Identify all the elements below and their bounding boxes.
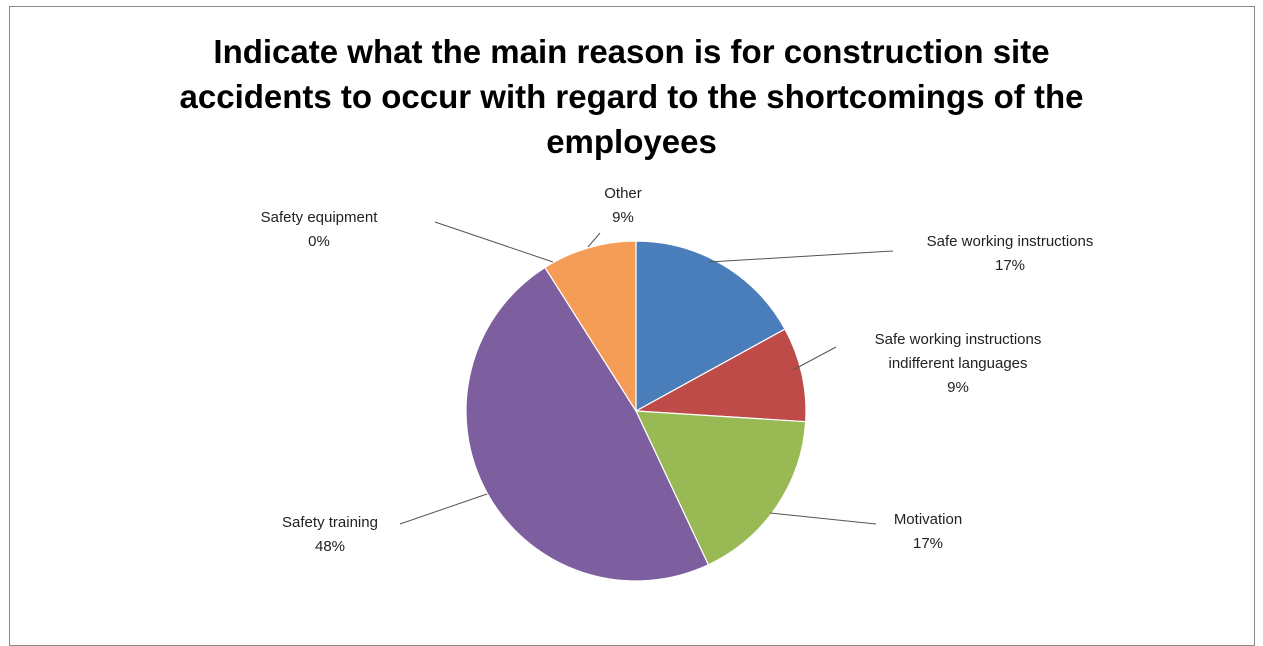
leader-line	[792, 346, 837, 371]
slice-label: Other 9%	[604, 185, 642, 226]
pie-slice-motivation	[635, 410, 807, 566]
slice-label: Safe working instructions indifferent lan…	[875, 331, 1042, 396]
leader-line	[708, 250, 894, 263]
pie-slices	[465, 240, 807, 582]
slice-percent-label: 17%	[995, 257, 1025, 274]
slice-name-label: Safe working instructions	[927, 233, 1094, 250]
leader-line	[769, 512, 877, 525]
slice-labels: Safe working instructions 17%Safe working…	[261, 185, 1094, 555]
pie-slice-other	[544, 240, 637, 414]
slice-name-label: Safe working instructions	[875, 331, 1042, 348]
slice-percent-label: 48%	[315, 538, 345, 555]
leader-line	[399, 493, 488, 525]
pie-slice-safe-working-instructions	[635, 240, 786, 413]
chart-title-line-1: Indicate what the main reason is for con…	[213, 33, 1050, 70]
slice-name-label: Safety training	[282, 514, 378, 531]
pie-slice-safe-working-instructions-indifferent-languages	[633, 328, 807, 423]
pie-slice-safety-training	[465, 266, 710, 582]
slice-name-label: Safety equipment	[261, 209, 379, 226]
chart-title: Indicate what the main reason is for con…	[0, 29, 1263, 164]
slice-name-label: indifferent languages	[889, 355, 1028, 372]
slice-name-label: Motivation	[894, 511, 962, 528]
slice-label: Motivation 17%	[894, 511, 962, 552]
chart-title-line-2: accidents to occur with regard to the sh…	[179, 78, 1084, 115]
leader-line	[587, 232, 601, 248]
slice-percent-label: 0%	[308, 233, 330, 250]
slice-percent-label: 9%	[612, 209, 634, 226]
pie-chart: Safe working instructions 17%Safe working…	[261, 185, 1094, 582]
slice-label: Safe working instructions 17%	[927, 233, 1094, 274]
slice-name-label: Other	[604, 185, 642, 202]
slice-label: Safety training 48%	[282, 514, 378, 555]
slice-percent-label: 17%	[913, 535, 943, 552]
leader-line	[434, 221, 554, 263]
leader-lines	[399, 221, 894, 525]
chart-title-line-3: employees	[546, 123, 717, 160]
slice-percent-label: 9%	[947, 379, 969, 396]
slice-label: Safety equipment 0%	[261, 209, 379, 250]
